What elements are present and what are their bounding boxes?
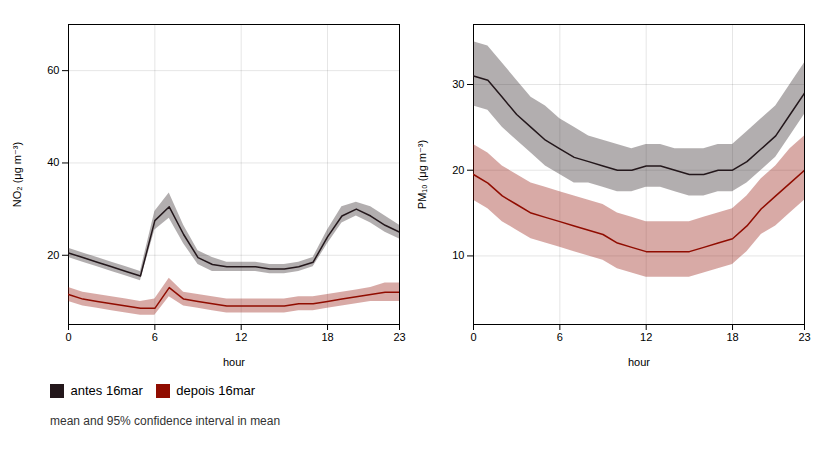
svg-text:30: 30 <box>452 78 464 90</box>
svg-text:20: 20 <box>452 164 464 176</box>
svg-text:PM₁₀ (μg m⁻³): PM₁₀ (μg m⁻³) <box>416 140 428 209</box>
svg-text:hour: hour <box>223 356 245 368</box>
svg-text:23: 23 <box>798 331 810 343</box>
svg-text:12: 12 <box>235 331 247 343</box>
svg-text:0: 0 <box>65 331 71 343</box>
svg-text:hour: hour <box>628 356 650 368</box>
svg-text:18: 18 <box>321 331 333 343</box>
svg-text:40: 40 <box>47 156 59 168</box>
html-text:mean and 95% confidence interv: mean and 95% confidence interval in mean <box>50 413 281 428</box>
html-text:antes 16mar: antes 16mar <box>70 383 143 398</box>
svg-text:18: 18 <box>726 331 738 343</box>
svg-text:6: 6 <box>557 331 563 343</box>
svg-text:0: 0 <box>470 331 476 343</box>
svg-text:12: 12 <box>640 331 652 343</box>
svg-text:6: 6 <box>152 331 158 343</box>
svg-text:60: 60 <box>47 64 59 76</box>
svg-text:10: 10 <box>452 249 464 261</box>
html-text:depois 16mar: depois 16mar <box>176 383 255 398</box>
svg-text:20: 20 <box>47 249 59 261</box>
svg-text:23: 23 <box>393 331 405 343</box>
svg-text:NO₂ (μg m⁻³): NO₂ (μg m⁻³) <box>11 142 23 207</box>
